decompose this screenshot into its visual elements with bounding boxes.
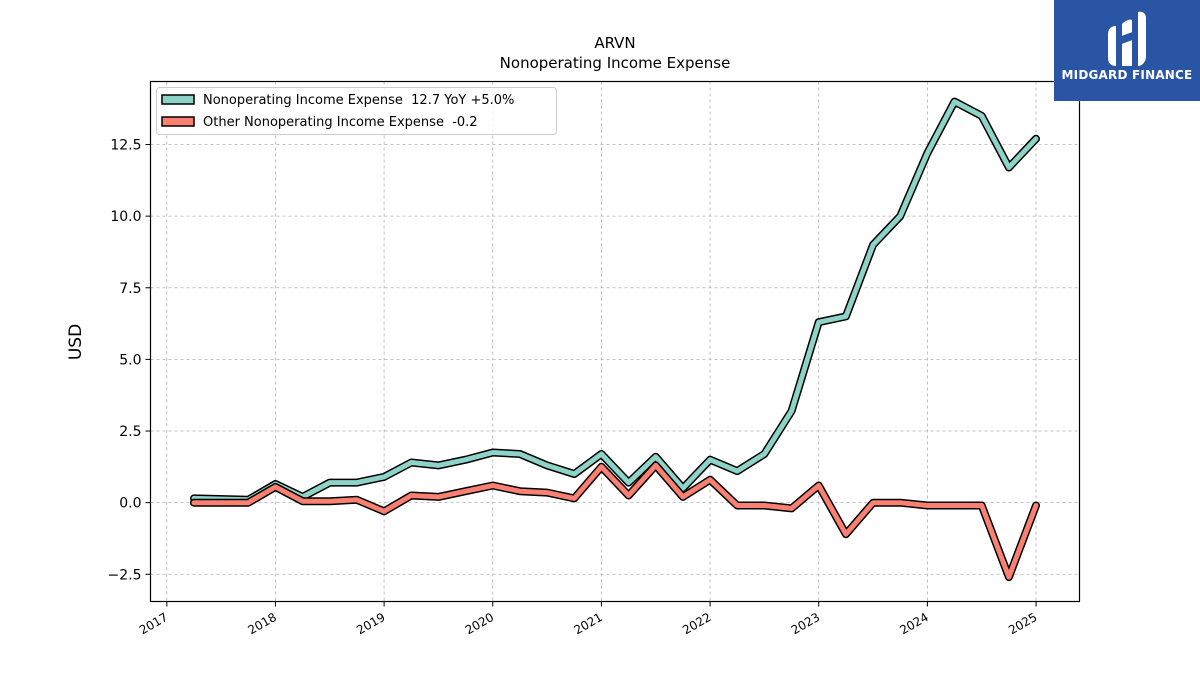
- x-tick-label: 2024: [897, 610, 930, 637]
- x-tick-label: 2019: [354, 610, 387, 637]
- legend: Nonoperating Income Expense 12.7 YoY +5.…: [156, 87, 557, 135]
- y-tick-label: 10.0: [110, 209, 141, 225]
- y-tick-label: −2.5: [108, 567, 142, 583]
- midgard-logo-icon: [1108, 11, 1146, 66]
- brand-logo: MIDGARD FINANCE: [1054, 0, 1200, 101]
- logo-text: MIDGARD FINANCE: [1061, 68, 1193, 82]
- series-2-line: [191, 462, 1039, 580]
- x-tick-label: 2017: [137, 610, 170, 637]
- chart-title: ARVN: [594, 34, 635, 52]
- y-tick-label: 2.5: [119, 424, 141, 440]
- y-axis-label: USD: [66, 324, 86, 360]
- series-lines: [190, 97, 1040, 582]
- y-tick-label: 12.5: [110, 138, 141, 154]
- series-1-outline: [190, 97, 1040, 504]
- y-tick-label: 7.5: [119, 281, 141, 297]
- x-tick-label: 2023: [789, 610, 822, 637]
- series-1-line: [191, 99, 1039, 503]
- x-tick-label: 2021: [571, 610, 604, 637]
- legend-swatch-series-1: [161, 94, 195, 105]
- grid: [150, 81, 1080, 602]
- legend-label-series-2: Other Nonoperating Income Expense -0.2: [203, 115, 478, 130]
- legend-label-series-1: Nonoperating Income Expense 12.7 YoY +5.…: [203, 93, 514, 108]
- legend-box: [156, 87, 557, 135]
- x-tick-label: 2025: [1006, 610, 1039, 637]
- plot-frame: [149, 80, 1081, 603]
- x-tick-label: 2022: [680, 610, 713, 637]
- x-tick-label: 2020: [463, 610, 496, 637]
- chart-subtitle: Nonoperating Income Expense: [500, 54, 731, 72]
- y-tick-label: 5.0: [119, 352, 141, 368]
- legend-swatch-series-2: [161, 116, 195, 127]
- y-tick-label: 0.0: [119, 496, 141, 512]
- x-tick-label: 2018: [245, 610, 278, 637]
